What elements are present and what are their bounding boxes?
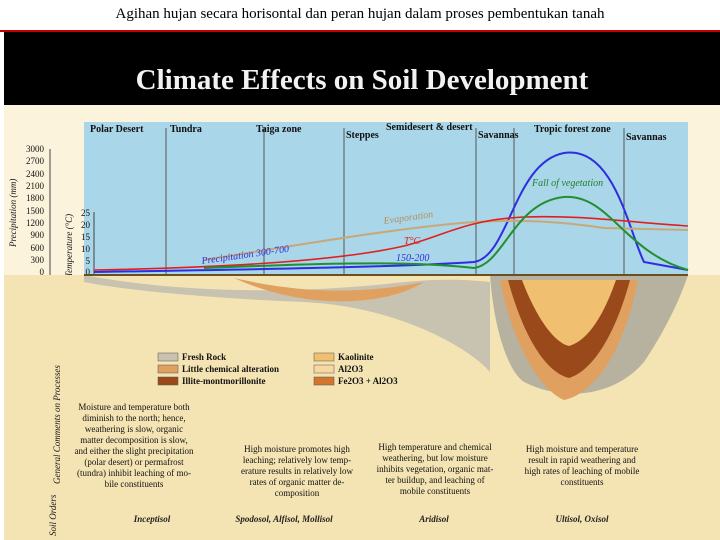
figure-title: Climate Effects on Soil Development (136, 64, 589, 96)
precip-tick: 0 (40, 267, 45, 277)
zone-label-tundra: Tundra (170, 124, 202, 135)
comment-line: ter buildup, and leaching of (385, 475, 484, 485)
comment-line: rates of organic matter de- (250, 477, 345, 487)
soil-order-inceptisol: Inceptisol (133, 514, 171, 524)
comment-line: matter decomposition is slow, (80, 435, 187, 445)
temp-tick: 5 (86, 256, 91, 266)
climate-panel (84, 122, 688, 275)
comment-line: constituents (561, 477, 604, 487)
title-band (4, 32, 720, 105)
legend-label-fresh-rock: Fresh Rock (182, 352, 226, 362)
precip-tick: 2100 (26, 181, 45, 191)
precip-tick: 3000 (26, 144, 45, 154)
zone-label-savannas-1: Savannas (478, 130, 519, 141)
precip-axis-label: Precipitation (mm) (8, 179, 18, 248)
comment-tropic: High moisture and temperature result in … (525, 444, 640, 487)
comment-line: result in rapid weathering and (528, 455, 636, 465)
zone-label-tropic-forest: Tropic forest zone (534, 124, 611, 135)
comment-line: High moisture and temperature (526, 444, 638, 454)
legend-label-fe2o3: Fe2O3 + Al2O3 (338, 376, 398, 386)
soil-order-spodosol: Spodosol, Alfisol, Mollisol (235, 514, 333, 524)
legend-swatch-illite (157, 376, 179, 386)
legend: Fresh Rock Little chemical alteration Il… (157, 352, 398, 386)
zone-label-semidesert: Semidesert & desert (386, 122, 473, 133)
comment-line: composition (275, 488, 320, 498)
legend-label-illite: Illite-montmorillonite (182, 376, 265, 386)
side-label-processes: General Comments on Processes (52, 365, 62, 484)
temperature-curve (93, 215, 689, 271)
soil-order-ultisol: Ultisol, Oxisol (555, 514, 609, 524)
comment-line: inhibits vegetation, organic mat- (377, 464, 494, 474)
temp-tick: 20 (81, 220, 91, 230)
comment-line: leaching; relatively low temp- (243, 455, 351, 465)
comment-taiga: High moisture promotes high leaching; re… (241, 444, 353, 498)
comment-line: erature results in relatively low (241, 466, 353, 476)
comment-line: mobile constituents (400, 486, 471, 496)
comment-line: and either the slight precipitation (75, 446, 194, 456)
legend-swatch-little-alteration (157, 364, 179, 374)
temp-tick: 25 (81, 208, 91, 218)
zone-label-polar-desert: Polar Desert (90, 124, 144, 135)
precip-tick: 300 (31, 255, 45, 265)
precipitation-curve (93, 151, 689, 273)
zone-dividers (165, 128, 625, 275)
comment-line: (polar desert) or permafrost (84, 457, 184, 467)
precip-tick: 1200 (26, 218, 45, 228)
comment-line: high rates of leaching of mobile (525, 466, 640, 476)
temp-tick: 10 (81, 244, 91, 254)
little-alteration-zone (234, 278, 424, 302)
zone-label-taiga: Taiga zone (256, 124, 302, 135)
side-label-soil-orders: Soil Orders (48, 494, 58, 536)
precip-tick: 900 (31, 230, 45, 240)
fresh-rock-upper (84, 275, 490, 372)
comment-line: Moisture and temperature both (78, 402, 190, 412)
comment-line: High moisture promotes high (244, 444, 350, 454)
comment-line: weathering, but low moisture (382, 453, 487, 463)
label-temperature: T°C (404, 236, 421, 247)
comment-line: diminish to the north; hence, (82, 413, 185, 423)
figure-svg: Climate Effects on Soil Development Pola… (4, 32, 720, 540)
temp-axis-label: Temperature (°C) (64, 214, 74, 277)
comment-line: weathering is slow, organic (85, 424, 183, 434)
soil-climate-figure: Climate Effects on Soil Development Pola… (4, 32, 720, 540)
zone-label-savannas-2: Savannas (626, 132, 667, 143)
legend-swatch-al2o3 (313, 364, 335, 374)
label-precip-range-2: 150-200 (396, 253, 429, 264)
comment-line: High temperature and chemical (378, 442, 492, 452)
kaolinite-zone (522, 280, 616, 346)
temp-tick: 15 (81, 232, 91, 242)
comment-polar: Moisture and temperature both diminish t… (75, 402, 194, 489)
temp-tick: 0 (86, 267, 91, 277)
comment-line: (tundra) inhibit leaching of mo- (77, 468, 191, 478)
zone-label-steppes: Steppes (346, 130, 379, 141)
precip-tick: 1800 (26, 193, 45, 203)
label-fall-of-vegetation: Fall of vegetation (531, 178, 603, 189)
legend-label-al2o3: Al2O3 (338, 364, 364, 374)
precip-tick: 2700 (26, 156, 45, 166)
legend-swatch-fresh-rock (157, 352, 179, 362)
precip-tick: 600 (31, 243, 45, 253)
comment-line: bile constituents (105, 479, 164, 489)
slide-header-text: Agihan hujan secara horisontal dan peran… (115, 6, 605, 22)
evaporation-curve (203, 219, 689, 261)
legend-label-kaolinite: Kaolinite (338, 352, 374, 362)
precip-tick: 2400 (26, 169, 45, 179)
slide-header: Agihan hujan secara horisontal dan peran… (0, 0, 720, 32)
comment-desert: High temperature and chemical weathering… (377, 442, 494, 496)
legend-label-little-alteration: Little chemical alteration (182, 364, 279, 374)
soil-order-aridisol: Aridisol (418, 514, 449, 524)
precip-tick: 1500 (26, 206, 45, 216)
legend-swatch-fe2o3 (313, 376, 335, 386)
legend-swatch-kaolinite (313, 352, 335, 362)
vegetation-curve (203, 195, 689, 271)
